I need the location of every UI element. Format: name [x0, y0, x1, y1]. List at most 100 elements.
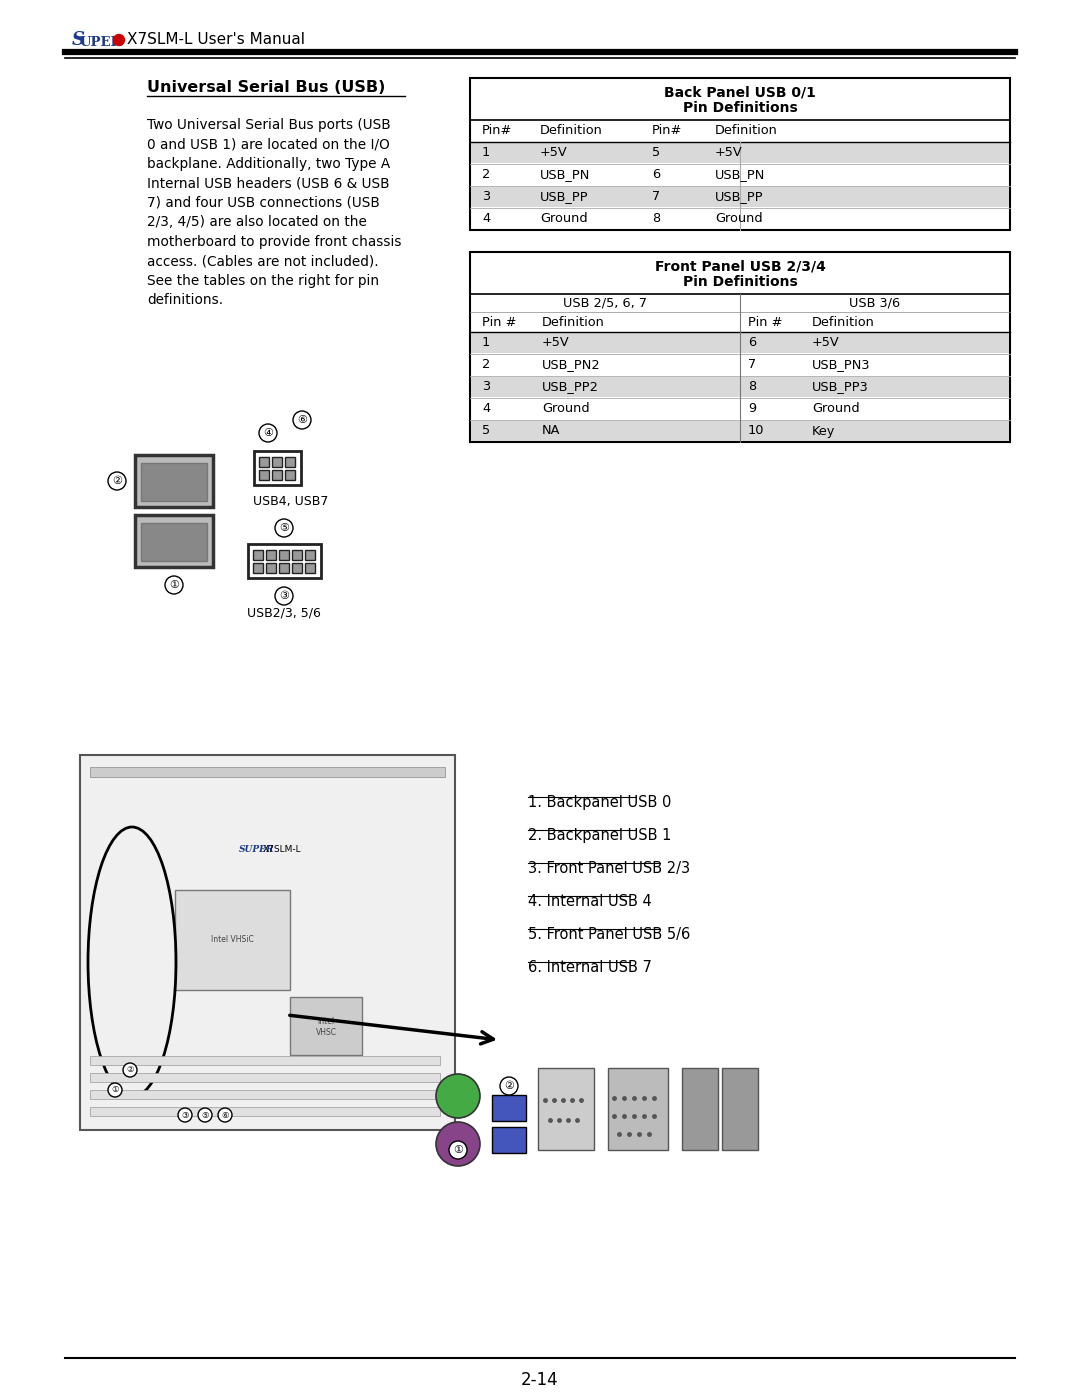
FancyBboxPatch shape [470, 78, 1010, 231]
Text: USB_PN2: USB_PN2 [542, 359, 600, 372]
Text: Pin #: Pin # [748, 316, 782, 328]
Text: SUPER: SUPER [240, 845, 274, 855]
Text: +5V: +5V [812, 337, 839, 349]
Text: NA: NA [542, 425, 561, 437]
Text: USB_PP: USB_PP [715, 190, 764, 204]
Text: 9: 9 [748, 402, 756, 415]
Text: Ground: Ground [812, 402, 860, 415]
FancyBboxPatch shape [608, 1067, 669, 1150]
Text: USB_PN: USB_PN [540, 169, 591, 182]
Text: Internal USB headers (USB 6 & USB: Internal USB headers (USB 6 & USB [147, 176, 390, 190]
Text: Ground: Ground [542, 402, 590, 415]
Bar [285, 469, 295, 481]
FancyBboxPatch shape [175, 890, 291, 990]
Text: 8: 8 [748, 380, 756, 394]
Text: USB_PN: USB_PN [715, 169, 766, 182]
Text: Ground: Ground [540, 212, 588, 225]
FancyBboxPatch shape [80, 754, 455, 1130]
Text: 1: 1 [482, 147, 490, 159]
Text: 0 and USB 1) are located on the I/O: 0 and USB 1) are located on the I/O [147, 137, 390, 151]
Text: USB4, USB7: USB4, USB7 [253, 495, 328, 509]
Bar [272, 469, 282, 481]
Text: 2: 2 [482, 359, 490, 372]
Text: +5V: +5V [715, 147, 743, 159]
Text: 7) and four USB connections (USB: 7) and four USB connections (USB [147, 196, 380, 210]
Text: USB2/3, 5/6: USB2/3, 5/6 [247, 606, 321, 619]
Circle shape [275, 520, 293, 536]
Bar [305, 550, 315, 560]
Text: USB_PP: USB_PP [540, 190, 589, 204]
Text: ⑤: ⑤ [279, 522, 289, 534]
Circle shape [293, 411, 311, 429]
Text: 4. Internal USB 4: 4. Internal USB 4 [528, 894, 651, 909]
Text: 8: 8 [652, 212, 660, 225]
Text: ①: ① [453, 1146, 463, 1155]
Circle shape [259, 425, 276, 441]
Text: backplane. Additionally, two Type A: backplane. Additionally, two Type A [147, 156, 390, 170]
Text: definitions.: definitions. [147, 293, 224, 307]
FancyBboxPatch shape [90, 1090, 440, 1099]
Circle shape [500, 1077, 518, 1095]
Text: ①: ① [168, 580, 179, 590]
Text: X7SLM-L User's Manual: X7SLM-L User's Manual [127, 32, 305, 47]
Bar [285, 457, 295, 467]
FancyBboxPatch shape [291, 997, 362, 1055]
Circle shape [218, 1108, 232, 1122]
Text: +5V: +5V [540, 147, 568, 159]
Text: UPER: UPER [80, 35, 122, 49]
Text: USB_PP2: USB_PP2 [542, 380, 599, 394]
FancyBboxPatch shape [723, 1067, 758, 1150]
Circle shape [108, 1083, 122, 1097]
Text: +5V: +5V [542, 337, 569, 349]
Circle shape [178, 1108, 192, 1122]
Text: Back Panel USB 0/1: Back Panel USB 0/1 [664, 87, 815, 101]
Text: ⑥: ⑥ [221, 1111, 229, 1119]
FancyBboxPatch shape [141, 462, 207, 502]
Text: 2/3, 4/5) are also located on the: 2/3, 4/5) are also located on the [147, 215, 367, 229]
Text: Pin Definitions: Pin Definitions [683, 275, 797, 289]
Text: Two Universal Serial Bus ports (USB: Two Universal Serial Bus ports (USB [147, 117, 391, 131]
Text: Intel VHSiC: Intel VHSiC [211, 936, 254, 944]
Text: ⑤: ⑤ [201, 1111, 208, 1119]
Bar [292, 550, 302, 560]
FancyBboxPatch shape [471, 142, 1009, 163]
Text: Definition: Definition [812, 316, 875, 328]
FancyBboxPatch shape [90, 1056, 440, 1065]
Circle shape [449, 1141, 467, 1160]
Text: 10: 10 [748, 425, 765, 437]
Text: 2: 2 [482, 169, 490, 182]
Circle shape [436, 1122, 480, 1166]
Bar [305, 563, 315, 573]
Text: 2-14: 2-14 [522, 1370, 558, 1389]
Bar [266, 550, 276, 560]
Circle shape [165, 576, 183, 594]
FancyBboxPatch shape [90, 767, 445, 777]
Text: 1: 1 [482, 337, 490, 349]
Text: 1. Backpanel USB 0: 1. Backpanel USB 0 [528, 795, 672, 810]
Text: Definition: Definition [540, 124, 603, 137]
FancyBboxPatch shape [492, 1095, 526, 1120]
Text: 7: 7 [652, 190, 660, 204]
Bar [279, 550, 289, 560]
Text: Ground: Ground [715, 212, 762, 225]
Text: See the tables on the right for pin: See the tables on the right for pin [147, 274, 379, 288]
Bar [292, 563, 302, 573]
Text: 6: 6 [748, 337, 756, 349]
Text: 2. Backpanel USB 1: 2. Backpanel USB 1 [528, 828, 672, 842]
FancyBboxPatch shape [471, 332, 1009, 353]
Text: motherboard to provide front chassis: motherboard to provide front chassis [147, 235, 402, 249]
Circle shape [123, 1063, 137, 1077]
FancyBboxPatch shape [471, 187, 1009, 207]
FancyBboxPatch shape [141, 522, 207, 562]
Text: Pin#: Pin# [652, 124, 683, 137]
FancyBboxPatch shape [471, 377, 1009, 397]
Text: X7SLM-L: X7SLM-L [262, 845, 301, 855]
Text: Intel
VHSC: Intel VHSC [315, 1017, 337, 1037]
Text: 6: 6 [652, 169, 660, 182]
FancyBboxPatch shape [135, 515, 213, 567]
Text: ①: ① [111, 1085, 119, 1094]
FancyBboxPatch shape [90, 1073, 440, 1083]
Text: 5. Front Panel USB 5/6: 5. Front Panel USB 5/6 [528, 928, 690, 942]
Text: 6. Internal USB 7: 6. Internal USB 7 [528, 960, 652, 975]
Text: access. (Cables are not included).: access. (Cables are not included). [147, 254, 379, 268]
